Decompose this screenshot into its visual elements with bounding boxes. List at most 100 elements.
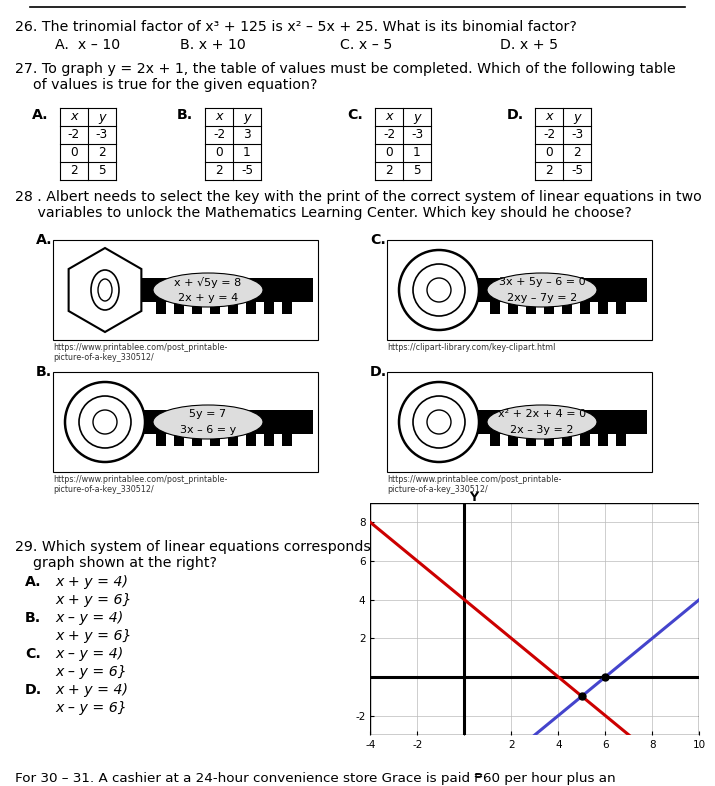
Text: For 30 – 31. A cashier at a 24-hour convenience store Grace is paid ₱60 per hour: For 30 – 31. A cashier at a 24-hour conv… [15, 772, 616, 785]
Text: C.: C. [347, 108, 363, 122]
Text: 29. Which system of linear equations corresponds to the: 29. Which system of linear equations cor… [15, 540, 418, 554]
FancyBboxPatch shape [282, 302, 292, 314]
Text: A.: A. [25, 575, 41, 589]
Text: x: x [546, 111, 553, 123]
Text: 2: 2 [385, 164, 393, 178]
FancyBboxPatch shape [475, 278, 647, 302]
Text: x: x [385, 111, 393, 123]
Text: 2: 2 [70, 164, 78, 178]
Text: 5y = 7: 5y = 7 [189, 409, 227, 419]
FancyBboxPatch shape [228, 302, 238, 314]
Text: A.  x – 10: A. x – 10 [55, 38, 120, 52]
FancyBboxPatch shape [228, 434, 238, 446]
Text: 27. To graph y = 2x + 1, the table of values must be completed. Which of the fol: 27. To graph y = 2x + 1, the table of va… [15, 62, 676, 92]
Text: A.: A. [36, 233, 53, 247]
FancyBboxPatch shape [192, 302, 202, 314]
FancyBboxPatch shape [580, 434, 590, 446]
FancyBboxPatch shape [192, 434, 202, 446]
FancyBboxPatch shape [508, 302, 518, 314]
Text: 2x – 3y = 2: 2x – 3y = 2 [511, 425, 573, 435]
Text: x – y = 6}: x – y = 6} [55, 701, 127, 715]
Text: x + y = 4): x + y = 4) [55, 683, 128, 697]
Text: graph shown at the right?: graph shown at the right? [15, 556, 217, 570]
Text: x + y = 6}: x + y = 6} [55, 629, 132, 643]
Polygon shape [69, 248, 142, 332]
FancyBboxPatch shape [264, 434, 274, 446]
Text: 3: 3 [243, 128, 251, 141]
Text: 2: 2 [573, 146, 581, 160]
Text: 1: 1 [413, 146, 421, 160]
Text: D.: D. [507, 108, 524, 122]
Text: B. x + 10: B. x + 10 [180, 38, 246, 52]
Text: x + y = 4): x + y = 4) [55, 575, 128, 589]
Text: 26. The trinomial factor of x³ + 125 is x² – 5x + 25. What is its binomial facto: 26. The trinomial factor of x³ + 125 is … [15, 20, 577, 34]
FancyBboxPatch shape [246, 302, 256, 314]
FancyBboxPatch shape [174, 302, 184, 314]
Text: -2: -2 [543, 128, 555, 141]
Text: 0: 0 [545, 146, 553, 160]
Circle shape [427, 278, 451, 302]
FancyBboxPatch shape [598, 434, 608, 446]
FancyBboxPatch shape [544, 434, 554, 446]
Circle shape [399, 250, 479, 330]
Text: -2: -2 [68, 128, 80, 141]
Text: 0: 0 [215, 146, 223, 160]
FancyBboxPatch shape [490, 434, 500, 446]
FancyBboxPatch shape [616, 434, 626, 446]
Text: D.: D. [25, 683, 42, 697]
Text: B.: B. [177, 108, 193, 122]
Circle shape [427, 410, 451, 434]
Text: 28 . Albert needs to select the key with the print of the correct system of line: 28 . Albert needs to select the key with… [15, 190, 701, 220]
Text: 2: 2 [215, 164, 223, 178]
FancyBboxPatch shape [490, 302, 500, 314]
FancyBboxPatch shape [562, 434, 572, 446]
Circle shape [413, 264, 465, 316]
FancyBboxPatch shape [580, 302, 590, 314]
FancyBboxPatch shape [387, 240, 652, 340]
Ellipse shape [153, 273, 263, 307]
Text: x – y = 4): x – y = 4) [55, 647, 123, 661]
Text: x – y = 4): x – y = 4) [55, 611, 123, 625]
FancyBboxPatch shape [264, 302, 274, 314]
Text: x: x [215, 111, 223, 123]
FancyBboxPatch shape [141, 410, 313, 434]
Text: y: y [573, 111, 581, 123]
Text: x – y = 6}: x – y = 6} [55, 665, 127, 679]
Text: -2: -2 [383, 128, 395, 141]
Text: -5: -5 [241, 164, 253, 178]
FancyBboxPatch shape [53, 240, 318, 340]
Circle shape [79, 396, 131, 448]
FancyBboxPatch shape [562, 302, 572, 314]
FancyBboxPatch shape [246, 434, 256, 446]
Circle shape [65, 382, 145, 462]
Text: B.: B. [36, 365, 52, 379]
FancyBboxPatch shape [387, 372, 652, 472]
Text: x + √5y = 8: x + √5y = 8 [174, 277, 242, 288]
Text: 2x + y = 4: 2x + y = 4 [178, 293, 238, 303]
Text: 2xy – 7y = 2: 2xy – 7y = 2 [507, 293, 577, 303]
FancyBboxPatch shape [508, 434, 518, 446]
Text: -2: -2 [213, 128, 225, 141]
Circle shape [93, 410, 117, 434]
Text: C.: C. [370, 233, 386, 247]
Text: 3x + 5y – 6 = 0: 3x + 5y – 6 = 0 [498, 277, 586, 287]
Text: https://www.printablee.com/post_printable-
picture-of-a-key_330512/: https://www.printablee.com/post_printabl… [387, 475, 561, 494]
Text: D. x + 5: D. x + 5 [500, 38, 558, 52]
FancyBboxPatch shape [210, 434, 220, 446]
Text: 2: 2 [98, 146, 106, 160]
FancyBboxPatch shape [526, 434, 536, 446]
Text: D.: D. [370, 365, 388, 379]
FancyBboxPatch shape [141, 278, 313, 302]
FancyBboxPatch shape [616, 302, 626, 314]
Text: https://www.printablee.com/post_printable-
picture-of-a-key_330512/: https://www.printablee.com/post_printabl… [53, 343, 227, 362]
Text: https://www.printablee.com/post_printable-
picture-of-a-key_330512/: https://www.printablee.com/post_printabl… [53, 475, 227, 494]
Text: C. x – 5: C. x – 5 [340, 38, 393, 52]
FancyBboxPatch shape [53, 372, 318, 472]
Text: 0: 0 [385, 146, 393, 160]
FancyBboxPatch shape [544, 302, 554, 314]
Circle shape [399, 382, 479, 462]
Text: x: x [70, 111, 78, 123]
FancyBboxPatch shape [526, 302, 536, 314]
Text: 3x – 6 = y: 3x – 6 = y [180, 425, 236, 435]
Ellipse shape [487, 405, 597, 439]
